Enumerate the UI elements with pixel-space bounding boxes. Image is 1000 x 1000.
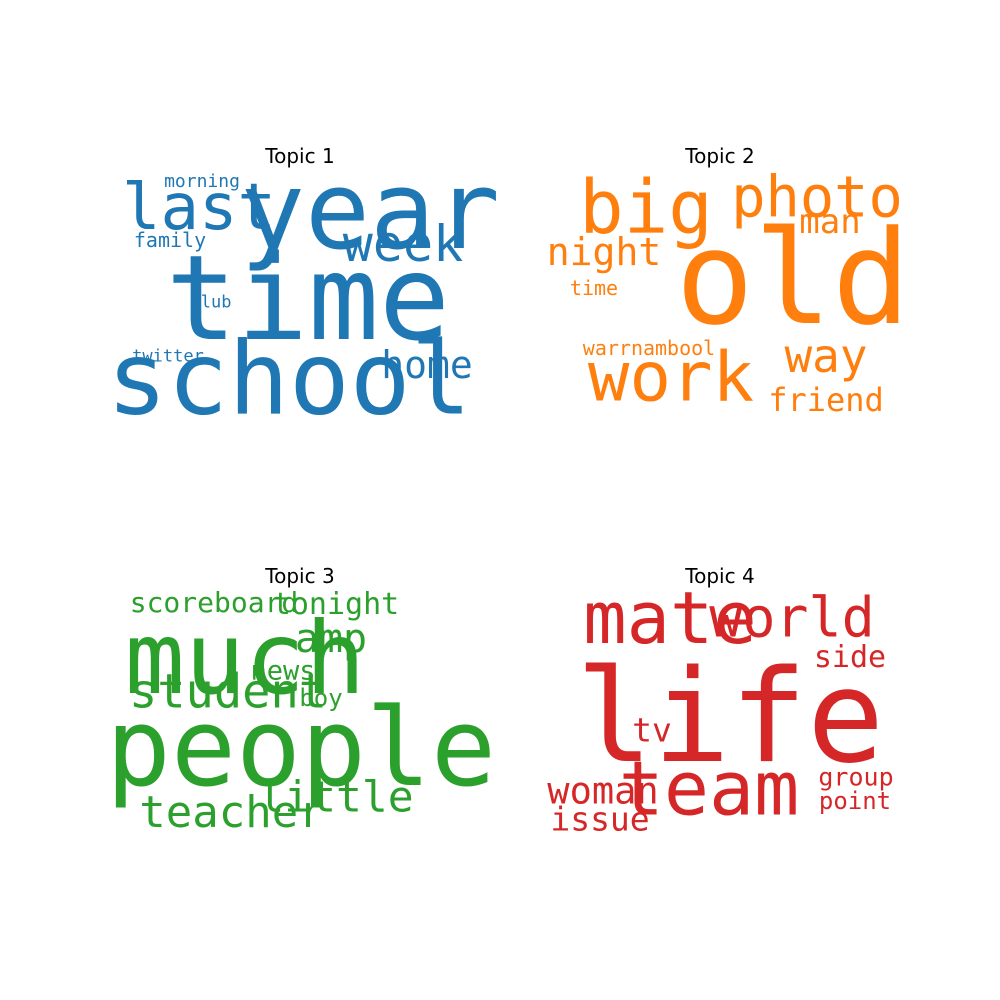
topic-1-word-morning: morning (164, 171, 240, 192)
topic-1-word-home: home (381, 343, 473, 387)
topic-3-word-amp: amp (294, 616, 368, 662)
topic-2-word-cloud: old big work photo way night man friend warrnamb… (546, 160, 911, 420)
topic-1-word-year: year (239, 149, 501, 274)
topic-3-word-tonight: tonight (272, 587, 400, 622)
topic-2-word-way: way (784, 329, 868, 383)
topic-4-word-side: side (813, 640, 887, 675)
topic-4-word-cloud: life team mate world woman issue tv side group po… (547, 576, 894, 840)
topic-3-title: Topic 3 (265, 564, 335, 588)
topic-3-panel: Topic 3 people much student teacher little am… (106, 566, 496, 840)
topic-2-word-photo: photo (731, 164, 903, 231)
topic-3-word-scoreboard: scoreboard (129, 586, 299, 619)
topic-3-word-teacher: teacher (139, 787, 325, 838)
topic-4-panel: Topic 4 life team mate world woman issue tv sid… (547, 566, 894, 840)
topic-1-word-twitter: twitter (132, 346, 204, 367)
topic-3-word-people: people (105, 686, 497, 811)
topic-2-word-warrnambool: warrnambool (582, 336, 716, 360)
topic-2-word-time: time (569, 276, 619, 300)
topic-4-word-issue: issue (550, 799, 650, 839)
topic-2-word-work: work (587, 337, 755, 418)
topic-1-word-family: family (133, 228, 207, 252)
topic-4-title: Topic 4 (685, 564, 755, 588)
topic-4-word-team: team (618, 744, 800, 833)
topic-1-word-school: school (106, 319, 472, 438)
topic-1-word-cloud: time year school last week home morning family c… (107, 158, 500, 430)
topic-1-word-week: week (342, 215, 464, 273)
topic-2-word-night: night (546, 230, 662, 274)
topic-3-word-news: news (250, 655, 316, 687)
topic-4-word-woman: woman (547, 769, 659, 813)
topic-1-word-club: club (190, 292, 232, 313)
topic-2-word-friend: friend (768, 381, 884, 419)
topic-4-word-point: point (818, 787, 892, 815)
topic-4-word-tv: tv (632, 710, 672, 750)
topic-1-title: Topic 1 (265, 144, 335, 168)
topic-1-panel: Topic 1 time year school last week home mornin… (107, 146, 500, 430)
topic-4-word-mate: mate (583, 576, 757, 660)
topic-3-word-cloud: people much student teacher little amp tonight… (106, 580, 496, 840)
topic-4-word-world: world (709, 585, 875, 650)
topic-2-title: Topic 2 (685, 144, 755, 168)
topic-4-word-life: life (575, 643, 885, 792)
topic-2-word-big: big (579, 165, 713, 251)
topic-2-panel: Topic 2 old big work photo way night man friend… (546, 146, 911, 420)
topic-2-word-man: man (799, 202, 861, 242)
topic-3-word-much: much (124, 600, 366, 717)
topic-3-word-little: little (258, 772, 414, 823)
topic-3-word-student: student (128, 664, 328, 720)
topic-1-word-last: last (121, 171, 277, 245)
topic-1-word-time: time (165, 229, 451, 367)
topic-4-word-group: group (818, 762, 894, 792)
topic-2-word-old: old (675, 202, 911, 354)
topic-3-word-boy: boy (299, 684, 343, 712)
